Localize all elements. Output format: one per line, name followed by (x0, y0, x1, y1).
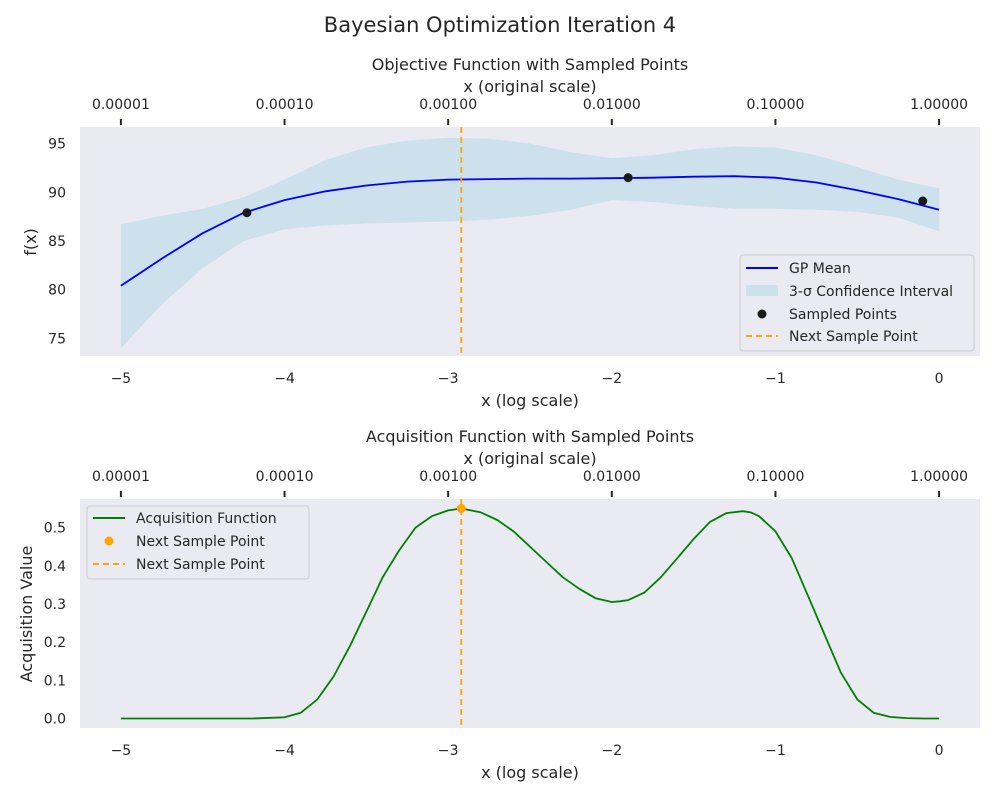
y-tick-label: 0.0 (44, 711, 66, 727)
y-tick-label: 85 (48, 234, 66, 250)
x-tick-label: −5 (111, 371, 132, 387)
secondary-x-tick-label: 0.10000 (747, 97, 805, 113)
secondary-x-tick-label: 0.01000 (583, 97, 641, 113)
x-tick-label: −3 (438, 371, 459, 387)
objective-secondary-xlabel: x (original scale) (463, 77, 596, 96)
acquisition-title: Acquisition Function with Sampled Points (366, 427, 694, 446)
secondary-x-tick-label: 1.00000 (910, 97, 968, 113)
y-tick-label: 90 (48, 185, 66, 201)
sampled-point (623, 173, 633, 183)
legend-swatch-sampled (757, 309, 767, 319)
objective-title: Objective Function with Sampled Points (372, 55, 688, 74)
confidence-interval-band (120, 137, 940, 349)
y-tick-label: 95 (48, 137, 66, 153)
acquisition-line (120, 507, 940, 720)
y-tick-label: 0.1 (44, 673, 66, 689)
legend-label-next-sample-line: Next Sample Point (136, 557, 265, 573)
objective-xlabel: x (log scale) (481, 391, 579, 410)
confidence-band (120, 137, 940, 349)
y-tick-label: 75 (48, 331, 66, 347)
legend-label-sampled: Sampled Points (789, 307, 897, 323)
y-tick-label: 0.2 (44, 635, 66, 651)
y-tick-label: 80 (48, 283, 66, 299)
x-tick-label: −2 (601, 371, 622, 387)
acquisition-panel: −5 −4 −3 −2 −1 0 0.0 0.1 0.2 0.3 0.4 0.5 0.00001 0.00… (17, 427, 980, 782)
x-tick-label: −4 (274, 743, 295, 759)
sampled-point (918, 196, 928, 206)
legend-label-confidence: 3-σ Confidence Interval (789, 284, 953, 300)
sampled-point (242, 208, 252, 218)
secondary-x-tick-label: 0.00001 (92, 97, 150, 113)
x-tick-label: −3 (438, 743, 459, 759)
legend-swatch-confidence (746, 285, 778, 296)
x-tick-label: −5 (111, 743, 132, 759)
y-tick-label: 0.3 (44, 597, 66, 613)
legend-label-gp-mean: GP Mean (789, 261, 851, 277)
legend-label-acquisition: Acquisition Function (136, 511, 277, 527)
objective-panel: −5 −4 −3 −2 −1 0 75 80 85 90 95 0.00001 0.00010 0.001… (21, 55, 980, 410)
legend-label-next-sample: Next Sample Point (789, 329, 918, 345)
objective-ylabel: f(x) (21, 228, 40, 256)
secondary-x-tick-label: 0.10000 (747, 469, 805, 485)
objective-legend: GP Mean 3-σ Confidence Interval Sampled … (739, 254, 975, 352)
acquisition-xlabel: x (log scale) (481, 763, 579, 782)
secondary-x-tick-label: 0.00001 (92, 469, 150, 485)
legend-swatch-next-sample-point (104, 536, 114, 546)
secondary-x-tick-label: 0.00010 (256, 469, 314, 485)
x-tick-label: 0 (935, 743, 944, 759)
y-tick-label: 0.5 (44, 521, 66, 537)
secondary-x-tick-label: 1.00000 (910, 469, 968, 485)
next-sample-point (456, 504, 466, 514)
x-tick-label: −4 (274, 371, 295, 387)
gp-mean-line (120, 175, 940, 287)
x-tick-label: 0 (935, 371, 944, 387)
secondary-x-tick-label: 0.01000 (583, 469, 641, 485)
x-tick-label: −2 (601, 743, 622, 759)
y-tick-label: 0.4 (44, 559, 66, 575)
x-tick-label: −1 (765, 371, 786, 387)
acquisition-secondary-xlabel: x (original scale) (463, 449, 596, 468)
secondary-x-tick-label: 0.00100 (419, 97, 477, 113)
x-tick-label: −1 (765, 743, 786, 759)
legend-label-next-sample-point: Next Sample Point (136, 534, 265, 550)
figure-suptitle: Bayesian Optimization Iteration 4 (324, 13, 676, 37)
acquisition-ylabel: Acquisition Value (17, 546, 36, 683)
secondary-x-tick-label: 0.00100 (419, 469, 477, 485)
acquisition-legend: Acquisition Function Next Sample Point N… (86, 505, 310, 580)
secondary-x-tick-label: 0.00010 (256, 97, 314, 113)
